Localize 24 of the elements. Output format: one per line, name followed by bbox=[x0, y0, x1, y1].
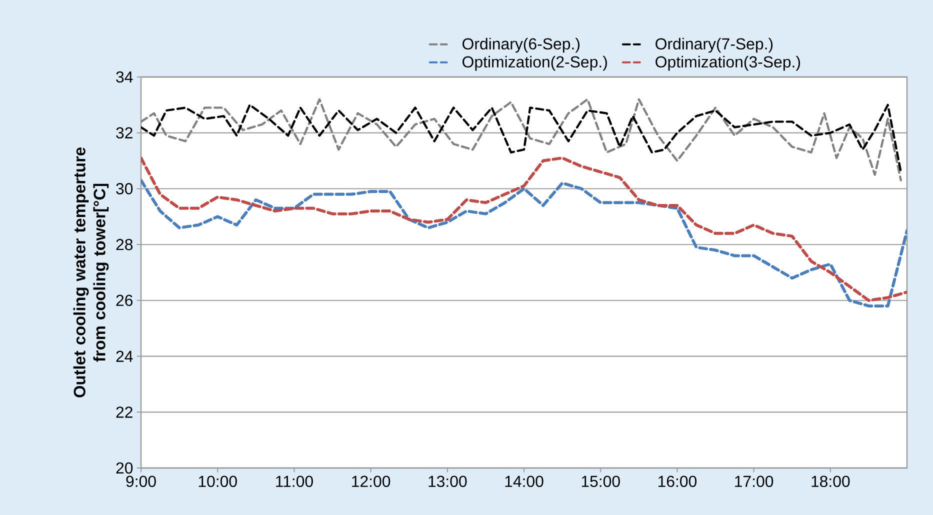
legend-label: Ordinary(7-Sep.) bbox=[656, 38, 773, 53]
legend-label: Optimization(3-Sep.) bbox=[656, 56, 800, 71]
x-tick-label: 12:00 bbox=[352, 476, 390, 488]
y-tick-label: 30 bbox=[116, 183, 133, 194]
y-tick-label: 20 bbox=[116, 462, 133, 474]
x-tick-label: 16:00 bbox=[658, 476, 697, 488]
x-tick-label: 18:00 bbox=[812, 476, 850, 488]
x-tick-label: 14:00 bbox=[505, 476, 544, 488]
y-tick-label: 24 bbox=[116, 350, 133, 362]
legend-label: Ordinary(6-Sep.) bbox=[462, 38, 580, 53]
x-tick-label: 13:00 bbox=[428, 476, 467, 488]
x-tick-label: 11:00 bbox=[276, 476, 313, 488]
legend-label: Optimization(2-Sep.) bbox=[462, 56, 607, 71]
x-tick-label: 15:00 bbox=[582, 476, 620, 488]
x-tick-label: 10:00 bbox=[198, 476, 237, 488]
y-axis-title: Outlet cooling water temperture from cooling tower[°C] bbox=[73, 147, 109, 398]
x-tick-label: 9:00 bbox=[126, 476, 156, 488]
y-tick-label: 28 bbox=[116, 238, 133, 250]
x-tick-label: 17:00 bbox=[735, 476, 774, 488]
y-tick-label: 26 bbox=[116, 294, 133, 306]
y-tick-label: 34 bbox=[116, 71, 133, 83]
y-tick-label: 22 bbox=[116, 406, 132, 418]
y-tick-label: 32 bbox=[116, 127, 132, 138]
line-series bbox=[141, 98, 902, 182]
